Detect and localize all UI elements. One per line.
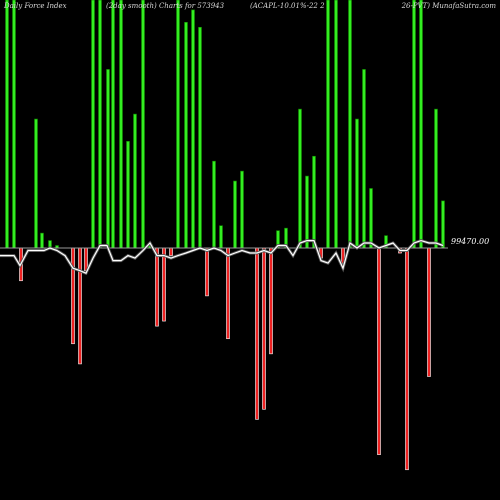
positive-bar-12	[106, 69, 110, 249]
positive-bar-52	[412, 0, 416, 249]
negative-bar-26	[205, 247, 209, 297]
positive-bar-42	[334, 0, 338, 249]
positive-bar-46	[362, 69, 366, 249]
positive-bar-44	[348, 0, 352, 249]
positive-bar-37	[298, 108, 302, 249]
negative-bar-21	[169, 247, 173, 256]
negative-bar-32	[255, 247, 259, 420]
positive-bar-55	[434, 108, 438, 249]
positive-bar-45	[355, 118, 359, 249]
positive-bar-16	[133, 113, 137, 249]
positive-bar-1	[12, 0, 16, 249]
positive-bar-3	[34, 118, 38, 249]
positive-bar-25	[198, 26, 202, 249]
negative-bar-8	[78, 247, 82, 365]
source-label: 26-PVT) MunafaSutra.com	[401, 2, 496, 10]
positive-bar-39	[312, 155, 316, 249]
positive-bar-31	[240, 170, 244, 249]
negative-bar-29	[226, 247, 230, 340]
smooth-layer	[0, 239, 444, 276]
positive-bar-0	[5, 0, 9, 249]
negative-bar-51	[405, 247, 409, 471]
positive-bar-22	[176, 0, 180, 249]
positive-bar-11	[98, 0, 102, 249]
negative-bar-19	[155, 247, 159, 327]
negative-bar-9	[84, 247, 88, 271]
negative-bar-7	[71, 247, 75, 345]
positive-bar-28	[219, 225, 223, 249]
chart-subtitle: (2day smooth) Charts for 573943	[106, 2, 225, 10]
positive-bar-15	[126, 141, 130, 249]
positive-bar-23	[184, 22, 188, 249]
positive-bar-10	[91, 0, 95, 249]
positive-bar-27	[212, 160, 216, 249]
positive-bar-24	[191, 9, 195, 249]
positive-bar-4	[40, 232, 44, 249]
symbol-label: (ACAPL-10.01%-22 2	[250, 2, 325, 10]
positive-bar-41	[326, 0, 330, 249]
negative-bar-33	[262, 247, 266, 410]
positive-bar-47	[369, 188, 373, 249]
bars-layer	[5, 0, 445, 471]
negative-bar-54	[427, 247, 431, 377]
smooth-force-line	[0, 239, 444, 274]
chart-title: Daily Force Index	[4, 2, 67, 10]
positive-bar-17	[141, 0, 145, 249]
negative-bar-20	[162, 247, 166, 322]
negative-bar-34	[269, 247, 273, 355]
positive-bar-38	[305, 175, 309, 249]
positive-bar-30	[233, 180, 237, 249]
positive-bar-56	[441, 200, 445, 249]
zero-line-value-label: 99470.00	[451, 237, 490, 246]
negative-bar-48	[377, 247, 381, 455]
positive-bar-13	[111, 0, 115, 249]
positive-bar-14	[119, 0, 123, 249]
positive-bar-53	[419, 0, 423, 249]
